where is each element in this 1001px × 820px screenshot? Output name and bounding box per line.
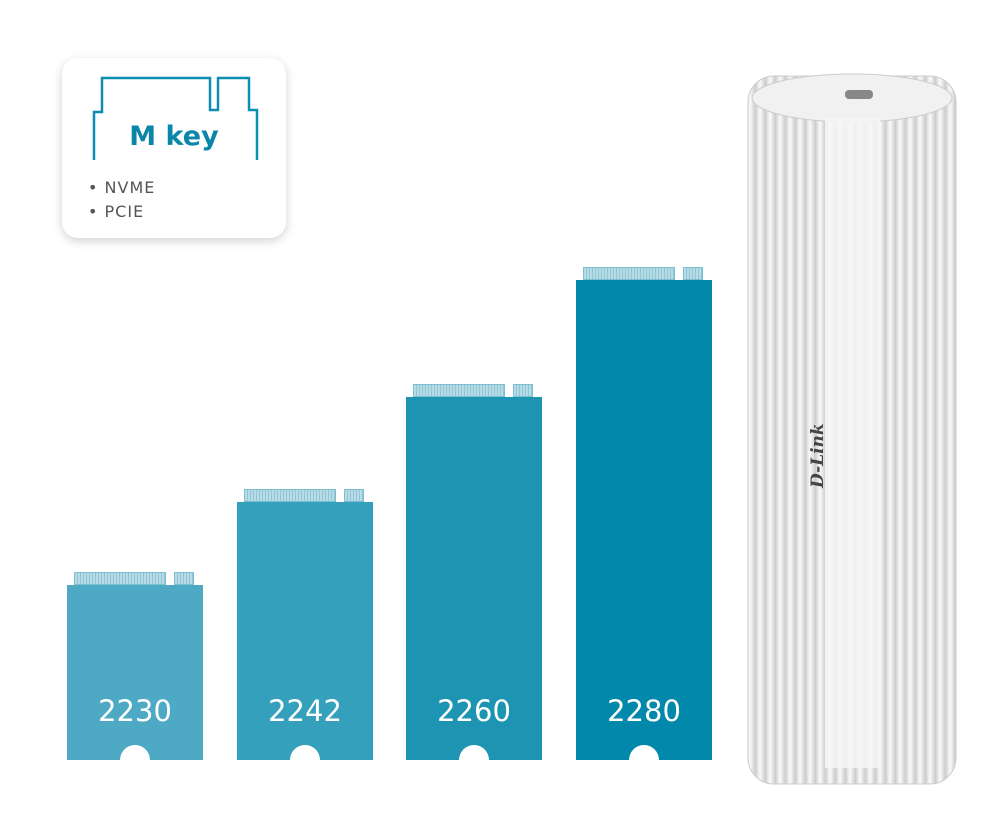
ssd-body	[67, 585, 203, 760]
connector-pins	[74, 572, 166, 585]
screw-notch	[629, 745, 659, 775]
ssd-body	[237, 502, 373, 760]
screw-notch	[120, 745, 150, 775]
m-key-card: M key • NVME • PCIE	[62, 58, 286, 238]
ssd-enclosure-image: D-Link	[747, 73, 957, 785]
connector-pins	[683, 267, 703, 280]
ssd-2230: 2230	[67, 572, 203, 775]
ssd-size-label: 2260	[437, 694, 511, 728]
connector-pins	[244, 489, 336, 502]
connector-pins	[174, 572, 194, 585]
ssd-size-label: 2242	[268, 694, 342, 728]
ssd-size-label: 2280	[607, 694, 681, 728]
screw-notch	[290, 745, 320, 775]
m-key-title: M key	[129, 121, 219, 152]
connector-pins	[513, 384, 533, 397]
ssd-body	[576, 280, 712, 760]
screw-notch	[459, 745, 489, 775]
connector-pins	[413, 384, 505, 397]
feature-pcie: • PCIE	[88, 202, 145, 221]
connector-pins	[344, 489, 364, 502]
connector-pins	[583, 267, 675, 280]
feature-nvme: • NVME	[88, 178, 156, 197]
ssd-body	[406, 397, 542, 760]
ssd-2260: 2260	[406, 384, 542, 775]
ssd-2242: 2242	[237, 489, 373, 775]
ssd-size-label: 2230	[98, 694, 172, 728]
m-key-connector-icon	[92, 76, 259, 160]
dlink-logo: D-Link	[808, 423, 828, 489]
ssd-2280: 2280	[576, 267, 712, 775]
